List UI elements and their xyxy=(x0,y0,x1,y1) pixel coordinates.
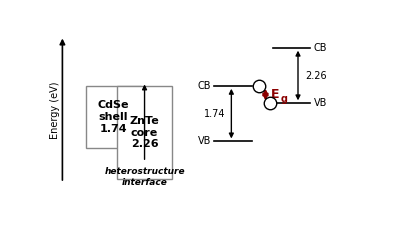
Text: VB: VB xyxy=(198,136,211,146)
Text: CB: CB xyxy=(198,81,211,91)
Text: CdSe
shell
1.74: CdSe shell 1.74 xyxy=(98,101,129,134)
Text: −: − xyxy=(254,80,264,90)
Text: 1.74: 1.74 xyxy=(204,109,225,119)
Text: ZnTe
core
2.26: ZnTe core 2.26 xyxy=(130,116,160,149)
Text: Energy (eV): Energy (eV) xyxy=(50,81,60,139)
Text: heterostructure
interface: heterostructure interface xyxy=(104,167,185,187)
Bar xyxy=(86,86,142,148)
Text: $\mathbf{g}$: $\mathbf{g}$ xyxy=(280,94,288,106)
Text: VB: VB xyxy=(314,98,327,108)
Text: 2.26: 2.26 xyxy=(306,70,327,81)
Text: CB: CB xyxy=(314,43,327,53)
Text: +: + xyxy=(266,98,274,108)
Bar xyxy=(117,86,172,180)
Text: $\mathbf{E}$: $\mathbf{E}$ xyxy=(270,88,280,101)
